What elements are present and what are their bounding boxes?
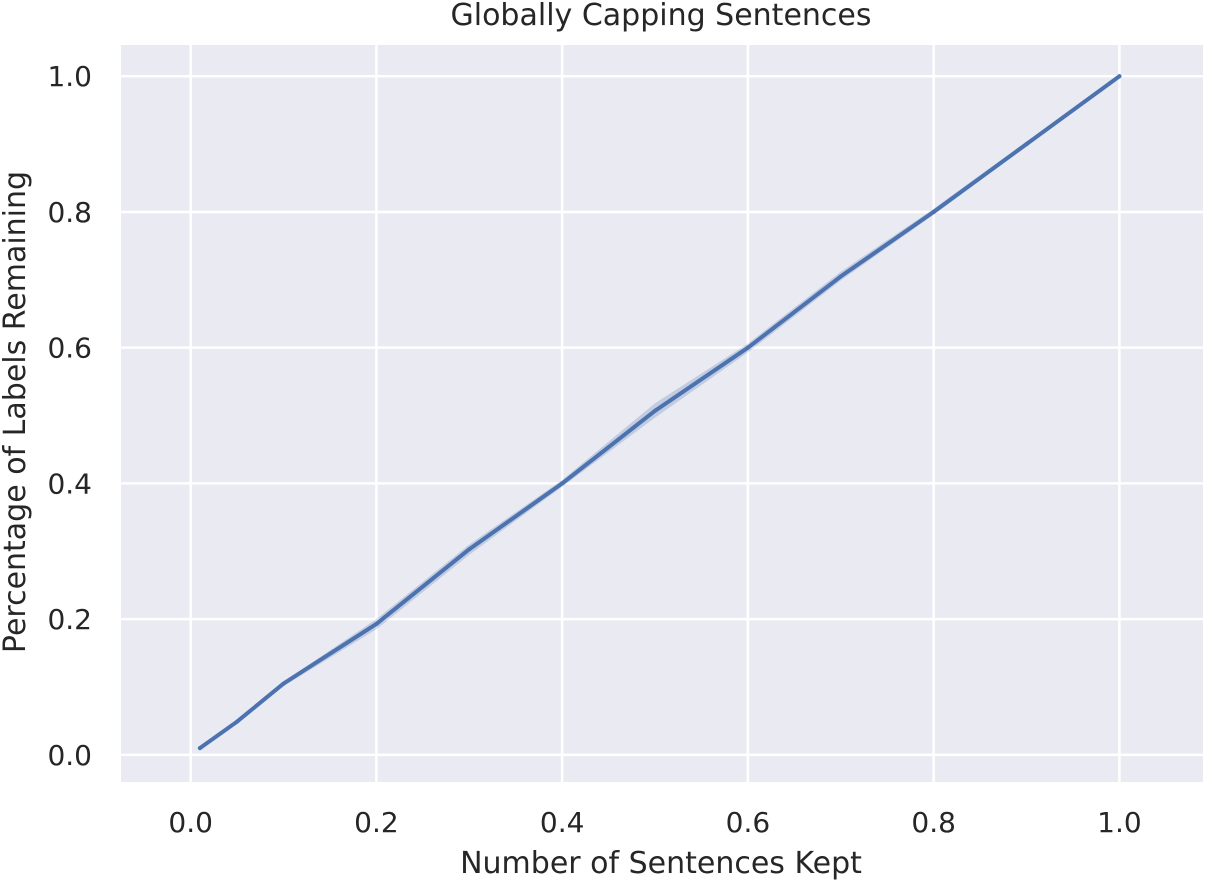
- y-tick-label: 0.4: [47, 467, 92, 500]
- plot-area: [121, 45, 1203, 782]
- x-axis-label: Number of Sentences Kept: [460, 846, 862, 881]
- data-point: [838, 274, 843, 279]
- data-points: [197, 74, 1122, 751]
- x-tick-label: 0.8: [911, 806, 956, 839]
- x-tick-label: 1.0: [1097, 806, 1142, 839]
- data-point: [374, 621, 379, 626]
- data-point: [1117, 74, 1122, 79]
- data-point: [653, 408, 658, 413]
- data-point: [197, 746, 202, 751]
- data-point: [745, 345, 750, 350]
- y-tick-label: 0.2: [47, 603, 92, 636]
- x-tick-label: 0.4: [540, 806, 585, 839]
- x-tick-label: 0.0: [168, 806, 213, 839]
- data-point: [281, 681, 286, 686]
- data-point: [1024, 142, 1029, 147]
- data-point: [235, 719, 240, 724]
- y-tick-label: 0.0: [47, 739, 92, 772]
- y-tick-label: 0.8: [47, 196, 92, 229]
- data-point: [931, 209, 936, 214]
- x-tick-label: 0.2: [354, 806, 399, 839]
- x-tick-label: 0.6: [726, 806, 771, 839]
- chart-title: Globally Capping Sentences: [451, 0, 872, 33]
- grid-lines: [121, 45, 1203, 782]
- y-tick-label: 0.6: [47, 332, 92, 365]
- x-axis-ticks: 0.0 0.2 0.4 0.6 0.8 1.0: [168, 806, 1141, 839]
- data-point: [467, 547, 472, 552]
- y-axis-label: Percentage of Labels Remaining: [0, 171, 33, 653]
- data-point: [560, 481, 565, 486]
- y-tick-label: 1.0: [47, 60, 92, 93]
- y-axis-ticks: 0.0 0.2 0.4 0.6 0.8 1.0: [47, 60, 92, 772]
- series-line: [197, 74, 1122, 751]
